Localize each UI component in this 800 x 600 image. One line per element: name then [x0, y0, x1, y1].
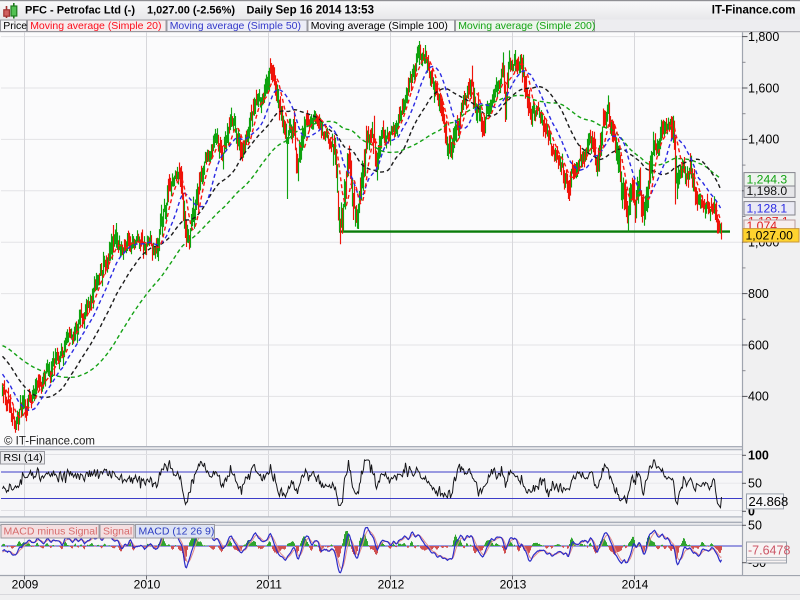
- svg-text:MACD (12 26 9): MACD (12 26 9): [139, 526, 215, 538]
- svg-text:2009: 2009: [12, 578, 39, 592]
- svg-text:50: 50: [748, 519, 762, 533]
- svg-text:2010: 2010: [134, 578, 161, 592]
- svg-text:Sep 16 2014 13:53: Sep 16 2014 13:53: [276, 5, 374, 17]
- svg-text:2011: 2011: [256, 578, 282, 592]
- svg-text:RSI (14): RSI (14): [4, 452, 43, 464]
- svg-text:1,027.00: 1,027.00: [746, 229, 794, 243]
- svg-text:1,244.3: 1,244.3: [747, 173, 788, 187]
- svg-text:Moving average (Simple 200): Moving average (Simple 200): [458, 20, 595, 32]
- svg-text:2012: 2012: [378, 578, 405, 592]
- svg-text:1,027.00 (-2.56%): 1,027.00 (-2.56%): [147, 5, 235, 17]
- svg-text:1,800: 1,800: [748, 30, 779, 44]
- svg-text:PFC - Petrofac Ltd (-): PFC - Petrofac Ltd (-): [25, 5, 135, 17]
- svg-text:MACD minus Signal: MACD minus Signal: [4, 526, 98, 538]
- svg-text:24.868: 24.868: [749, 494, 789, 509]
- svg-text:Daily: Daily: [247, 5, 274, 17]
- svg-text:Price: Price: [3, 20, 27, 32]
- svg-text:Signal: Signal: [103, 526, 132, 538]
- svg-text:800: 800: [748, 287, 769, 301]
- svg-text:0: 0: [748, 505, 755, 519]
- svg-text:Moving average (Simple 50): Moving average (Simple 50): [170, 20, 301, 32]
- svg-text:-7.6478: -7.6478: [748, 544, 790, 558]
- svg-text:1,600: 1,600: [748, 81, 779, 95]
- svg-text:IT-Finance.com: IT-Finance.com: [712, 5, 796, 17]
- svg-text:1,400: 1,400: [748, 133, 779, 147]
- svg-text:Moving average (Simple 20): Moving average (Simple 20): [30, 20, 161, 32]
- svg-text:50: 50: [748, 477, 762, 491]
- svg-text:2013: 2013: [500, 578, 527, 592]
- svg-text:Moving average (Simple 100): Moving average (Simple 100): [311, 20, 448, 32]
- svg-text:1,198.0: 1,198.0: [747, 184, 788, 198]
- svg-text:1,128.1: 1,128.1: [747, 202, 788, 216]
- svg-text:© IT-Finance.com: © IT-Finance.com: [4, 436, 95, 448]
- svg-text:600: 600: [748, 338, 769, 352]
- svg-text:400: 400: [748, 390, 769, 404]
- svg-text:2014: 2014: [622, 578, 649, 592]
- svg-text:100: 100: [748, 449, 769, 463]
